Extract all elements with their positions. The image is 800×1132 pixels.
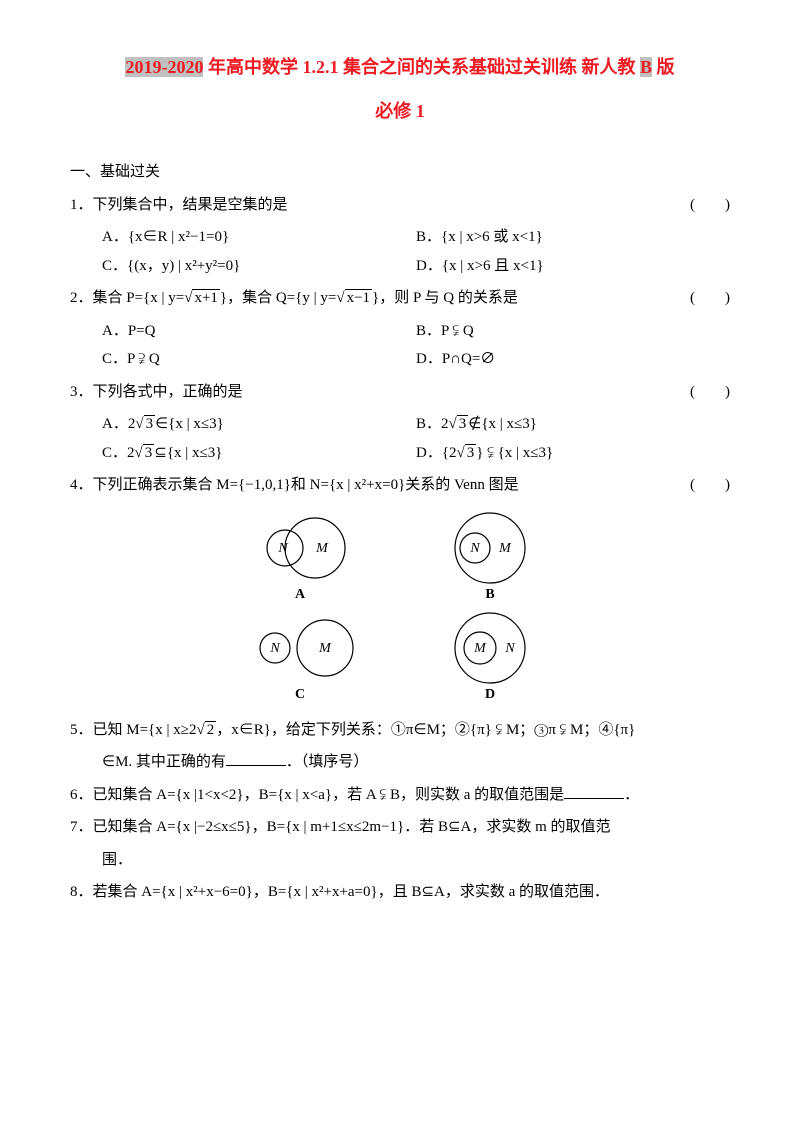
- sqrt-icon: √x+1: [184, 284, 220, 313]
- title-year: 2019-2020: [125, 57, 203, 77]
- q2-sqrt1: x+1: [192, 289, 219, 306]
- q2-opt-c: C．P ⫌ Q: [102, 345, 416, 374]
- q1-opt-d: D．{x | x>6 且 x<1}: [416, 252, 730, 281]
- q1-opt-b: B．{x | x>6 或 x<1}: [416, 223, 730, 252]
- q3c-post: ⊆{x | x≤3}: [154, 445, 222, 461]
- q3c-sqrt: 3: [143, 444, 155, 461]
- venn-c-n: N: [269, 641, 280, 656]
- q2-stem-c: }，则 P 与 Q 的关系是: [372, 290, 518, 306]
- sqrt-icon: √3: [135, 410, 155, 439]
- q3d-sqrt: 3: [465, 444, 477, 461]
- q3b-post: ∉{x | x≤3}: [468, 416, 537, 432]
- venn-label-a: A: [295, 587, 306, 602]
- fill-blank: [564, 783, 624, 799]
- q5-line1-a: 5．已知 M={x | x≥2: [70, 722, 196, 738]
- q3b-sqrt: 3: [457, 415, 469, 432]
- subtitle: 必修 1: [70, 94, 730, 128]
- title-b: B: [640, 57, 652, 77]
- venn-label-d: D: [485, 687, 495, 702]
- venn-diagram: N M A N M B N M C M N D: [210, 508, 590, 708]
- question-4: 4．下列正确表示集合 M={−1,0,1}和 N={x | x²+x=0}关系的…: [70, 471, 730, 500]
- venn-label-c: C: [295, 687, 305, 702]
- question-3: 3．下列各式中，正确的是 ( ): [70, 378, 730, 407]
- q2-options: A．P=Q B．P ⫋ Q C．P ⫌ Q D．P∩Q=∅: [70, 317, 730, 374]
- sqrt-icon: √3: [457, 439, 477, 468]
- q5-line2-text: ∈M. 其中正确的有: [102, 754, 226, 770]
- q3b-pre: B．2: [416, 416, 449, 432]
- q4-stem: 4．下列正确表示集合 M={−1,0,1}和 N={x | x²+x=0}关系的…: [70, 477, 519, 493]
- q1-opt-c: C．{(x，y) | x²+y²=0}: [102, 252, 416, 281]
- q5-line1-b: ，x∈R}，给定下列关系：①π∈M；②{π} ⫋ M；③π ⫋ M；④{π}: [216, 722, 635, 738]
- sqrt-icon: √3: [135, 439, 155, 468]
- q3-opt-a: A．2√3∈{x | x≤3}: [102, 410, 416, 439]
- q3a-pre: A．2: [102, 416, 135, 432]
- question-2: 2．集合 P={x | y=√x+1}，集合 Q={y | y=√x−1}，则 …: [70, 284, 730, 313]
- section-heading: 一、基础过关: [70, 158, 730, 187]
- q3-options: A．2√3∈{x | x≤3} B．2√3∉{x | x≤3} C．2√3⊆{x…: [70, 410, 730, 467]
- q5-line2: ∈M. 其中正确的有 ．（填序号）: [70, 748, 730, 777]
- q6-text-b: ．: [624, 787, 639, 803]
- q3a-sqrt: 3: [144, 415, 156, 432]
- question-8: 8．若集合 A={x | x²+x−6=0}，B={x | x²+x+a=0}，…: [70, 878, 730, 907]
- q3a-post: ∈{x | x≤3}: [155, 416, 224, 432]
- q3-opt-c: C．2√3⊆{x | x≤3}: [102, 439, 416, 468]
- question-7-line1: 7．已知集合 A={x |−2≤x≤5}，B={x | m+1≤x≤2m−1}．…: [70, 813, 730, 842]
- fill-blank: [226, 750, 286, 766]
- q3c-pre: C．2: [102, 445, 135, 461]
- question-6: 6．已知集合 A={x |1<x<2}，B={x | x<a}，若 A ⫋ B，…: [70, 781, 730, 810]
- venn-a-n: N: [277, 541, 288, 556]
- q3d-pre: D．{2: [416, 445, 457, 461]
- q2-opt-a: A．P=Q: [102, 317, 416, 346]
- venn-b-m: M: [498, 541, 512, 556]
- q3-opt-d: D．{2√3} ⫋ {x | x≤3}: [416, 439, 730, 468]
- q5-line2-suffix: ．（填序号）: [286, 754, 369, 770]
- q2-opt-d: D．P∩Q=∅: [416, 345, 730, 374]
- title-text-1: 年高中数学 1.2.1 集合之间的关系基础过关训练 新人教: [203, 57, 640, 77]
- answer-paren: ( ): [690, 471, 730, 500]
- q6-text-a: 6．已知集合 A={x |1<x<2}，B={x | x<a}，若 A ⫋ B，…: [70, 787, 564, 803]
- question-1: 1．下列集合中，结果是空集的是 ( ): [70, 191, 730, 220]
- venn-d-m: M: [473, 641, 487, 656]
- venn-label-b: B: [485, 587, 494, 602]
- question-7-line2: 围．: [70, 846, 730, 875]
- answer-paren: ( ): [690, 284, 730, 313]
- venn-d-n: N: [504, 641, 515, 656]
- subtitle-prefix: 必修: [375, 101, 416, 121]
- sqrt-icon: √2: [196, 716, 216, 745]
- venn-c-m: M: [318, 641, 332, 656]
- q2-opt-b: B．P ⫋ Q: [416, 317, 730, 346]
- q2-stem-a: 2．集合 P={x | y=: [70, 290, 184, 306]
- q2-stem-b: }，集合 Q={y | y=: [220, 290, 336, 306]
- q1-opt-a: A．{x∈R | x²−1=0}: [102, 223, 416, 252]
- q3-stem: 3．下列各式中，正确的是: [70, 384, 243, 400]
- sqrt-icon: √x−1: [336, 284, 372, 313]
- sqrt-icon: √3: [449, 410, 469, 439]
- main-title: 2019-2020 年高中数学 1.2.1 集合之间的关系基础过关训练 新人教 …: [70, 50, 730, 84]
- q3d-post: } ⫋ {x | x≤3}: [476, 445, 553, 461]
- subtitle-num: 1: [416, 101, 425, 121]
- title-text-2: 版: [652, 57, 675, 77]
- q5-sqrt: 2: [205, 721, 217, 738]
- q2-sqrt2: x−1: [345, 289, 372, 306]
- q3-opt-b: B．2√3∉{x | x≤3}: [416, 410, 730, 439]
- venn-b-n: N: [469, 541, 480, 556]
- question-5: 5．已知 M={x | x≥2√2，x∈R}，给定下列关系：①π∈M；②{π} …: [70, 716, 730, 745]
- q1-options: A．{x∈R | x²−1=0} B．{x | x>6 或 x<1} C．{(x…: [70, 223, 730, 280]
- venn-a-m: M: [315, 541, 329, 556]
- answer-paren: ( ): [690, 191, 730, 220]
- q1-stem: 1．下列集合中，结果是空集的是: [70, 197, 288, 213]
- answer-paren: ( ): [690, 378, 730, 407]
